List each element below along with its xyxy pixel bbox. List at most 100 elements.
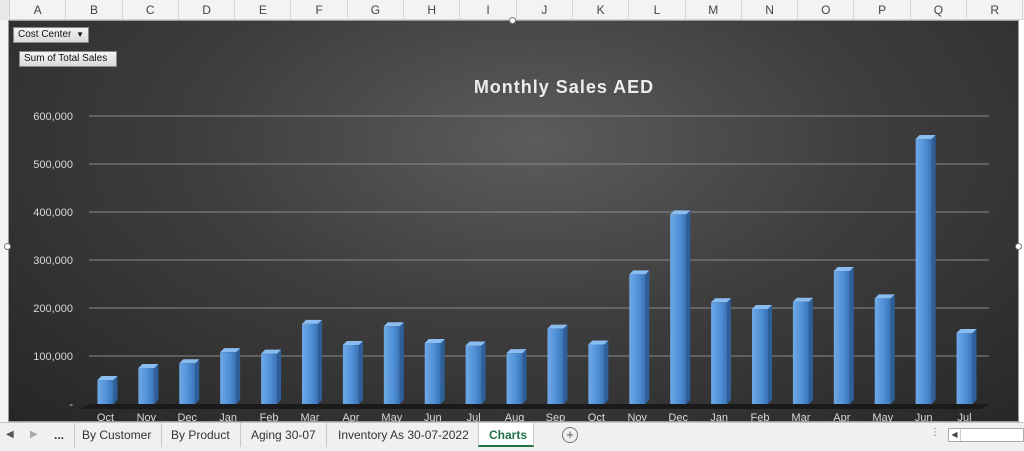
column-header-e[interactable]: E xyxy=(235,0,292,20)
column-header-i[interactable]: I xyxy=(460,0,517,20)
column-header-r[interactable]: R xyxy=(967,0,1024,20)
x-tick-label: Nov xyxy=(627,412,647,423)
bar xyxy=(752,308,768,404)
bar-side xyxy=(358,340,363,404)
bar-top xyxy=(792,297,813,302)
x-tick-label: Jul xyxy=(467,412,481,423)
bar-top xyxy=(956,328,977,333)
bar-top xyxy=(670,210,691,215)
resize-handle-left[interactable] xyxy=(4,243,11,250)
bar xyxy=(424,343,441,404)
bar-side xyxy=(768,304,772,404)
chart-plot: Monthly Sales AED - 100,000 200,000 300,000 4… xyxy=(33,77,989,423)
next-sheet-icon[interactable]: ▶ xyxy=(30,429,38,440)
bar xyxy=(956,332,973,404)
column-header-m[interactable]: M xyxy=(686,0,742,20)
column-header-o[interactable]: O xyxy=(798,0,855,20)
y-tick-label: 100,000 xyxy=(33,351,73,363)
bar-top xyxy=(383,322,404,327)
select-all-corner[interactable] xyxy=(0,0,10,20)
x-tick-label: Jan xyxy=(219,412,237,423)
bar xyxy=(711,302,728,404)
column-header-c[interactable]: C xyxy=(123,0,179,20)
scroll-left-icon[interactable]: ◀ xyxy=(949,429,961,441)
prev-sheet-icon[interactable]: ◀ xyxy=(6,429,14,440)
bar xyxy=(261,353,278,404)
bar xyxy=(465,345,482,404)
bar xyxy=(792,301,809,404)
bar-side xyxy=(604,340,609,404)
bar xyxy=(588,344,605,404)
column-header-p[interactable]: P xyxy=(855,0,911,20)
bar xyxy=(302,323,318,404)
tab-by-customer[interactable]: By Customer xyxy=(72,423,163,447)
x-tick-label: Apr xyxy=(833,412,850,423)
more-sheets-ellipsis[interactable]: ... xyxy=(44,423,76,447)
bar-top xyxy=(588,340,609,345)
column-header-n[interactable]: N xyxy=(742,0,799,20)
tab-splitter-icon[interactable]: ⋮ xyxy=(930,427,940,438)
column-header-j[interactable]: J xyxy=(517,0,573,20)
bar-side xyxy=(113,376,118,404)
bar-side xyxy=(522,349,527,404)
pivot-chart[interactable]: Monthly Sales AED - 100,000 200,000 300,000 4… xyxy=(8,20,1019,423)
bar-side xyxy=(399,322,404,404)
resize-handle-right[interactable] xyxy=(1015,243,1022,250)
bar-top xyxy=(302,319,322,324)
y-tick-label: 600,000 xyxy=(33,111,73,123)
bar-top xyxy=(465,341,486,346)
column-header-g[interactable]: G xyxy=(348,0,405,20)
bar xyxy=(220,352,237,404)
column-header-k[interactable]: K xyxy=(573,0,630,20)
bar-side xyxy=(236,348,241,404)
y-tick-label: 200,000 xyxy=(33,303,73,315)
bar-side xyxy=(277,349,282,404)
tab-charts[interactable]: Charts xyxy=(478,423,534,447)
add-sheet-button[interactable]: + xyxy=(562,427,578,443)
bar-side xyxy=(154,364,159,404)
y-tick-label: 300,000 xyxy=(33,255,73,267)
x-tick-label: Aug xyxy=(505,412,525,423)
dropdown-arrow-icon: ▼ xyxy=(76,30,84,39)
bar-side xyxy=(890,294,895,404)
tab-inventory[interactable]: Inventory As 30-07-2022 xyxy=(328,423,480,447)
tab-by-product[interactable]: By Product xyxy=(161,423,241,447)
resize-handle-top[interactable] xyxy=(509,17,516,24)
cost-center-filter-button[interactable]: Cost Center ▼ xyxy=(13,27,89,43)
column-header-q[interactable]: Q xyxy=(911,0,968,20)
chart-floor xyxy=(81,404,989,409)
bar xyxy=(383,326,400,404)
bar xyxy=(629,274,646,404)
column-header-d[interactable]: D xyxy=(179,0,236,20)
bar-side xyxy=(440,339,445,404)
x-tick-label: Nov xyxy=(137,412,157,423)
bar-side xyxy=(686,210,691,404)
column-header-b[interactable]: B xyxy=(66,0,123,20)
bar-top xyxy=(874,294,895,299)
x-tick-label: May xyxy=(381,412,402,423)
column-header-f[interactable]: F xyxy=(292,0,348,20)
column-header-a[interactable]: A xyxy=(10,0,67,20)
value-field-button[interactable]: Sum of Total Sales xyxy=(19,51,117,67)
x-tick-label: Mar xyxy=(791,412,810,423)
column-header-h[interactable]: H xyxy=(404,0,461,20)
x-tick-label: Oct xyxy=(97,412,114,423)
bar xyxy=(547,328,564,404)
bar-top xyxy=(915,135,936,140)
bar xyxy=(833,271,850,404)
bar xyxy=(179,363,196,404)
bar xyxy=(506,353,523,404)
horizontal-scrollbar[interactable]: ◀ xyxy=(948,428,1024,442)
bar-top xyxy=(138,364,159,368)
bar-side xyxy=(727,298,732,404)
x-tick-label: May xyxy=(872,412,893,423)
bar-top xyxy=(97,376,118,380)
x-tick-label: Dec xyxy=(177,412,197,423)
tab-aging[interactable]: Aging 30-07 xyxy=(241,423,327,447)
bar xyxy=(874,298,891,404)
column-header-l[interactable]: L xyxy=(629,0,686,20)
x-tick-label: Jun xyxy=(915,412,933,423)
bar xyxy=(138,368,155,404)
x-tick-label: Apr xyxy=(342,412,359,423)
